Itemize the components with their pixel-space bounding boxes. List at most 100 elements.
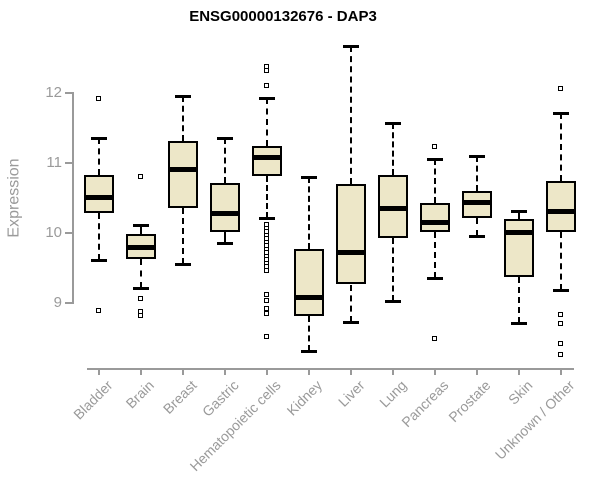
whisker-cap-lower	[427, 276, 443, 280]
outlier-point	[558, 321, 563, 327]
median-line	[84, 194, 114, 200]
box	[84, 175, 114, 214]
x-tick-label: Breast	[159, 377, 200, 417]
whisker-cap-upper	[301, 176, 317, 180]
outlier-point	[96, 96, 101, 101]
whisker-upper	[266, 97, 268, 146]
outlier-point	[264, 83, 269, 89]
whisker-cap-lower	[553, 289, 569, 293]
whisker-upper	[308, 177, 310, 249]
box	[252, 145, 282, 176]
y-axis-tick	[65, 302, 72, 304]
box	[504, 218, 534, 277]
whisker-cap-lower	[133, 287, 149, 290]
whisker-cap-lower	[301, 350, 317, 353]
outlier-point	[264, 297, 269, 303]
x-axis-line	[87, 368, 574, 370]
x-tick-label: Bladder	[69, 377, 116, 423]
whisker-lower	[308, 316, 310, 351]
y-axis-tick	[65, 232, 72, 234]
whisker-cap-upper	[553, 112, 569, 115]
y-axis-tick	[65, 92, 72, 94]
x-axis-tick	[350, 368, 352, 375]
whisker-cap-upper	[259, 96, 275, 100]
y-tick-label: 11	[46, 154, 62, 171]
y-axis-line	[72, 92, 74, 304]
median-line	[378, 206, 408, 212]
outlier-point	[432, 336, 437, 342]
outlier-point	[138, 313, 143, 318]
x-tick-label: Brain	[122, 377, 158, 412]
outlier-point	[432, 143, 437, 149]
median-line	[294, 295, 324, 301]
x-tick-label: Unknown / Other	[491, 377, 578, 463]
x-axis-tick	[560, 368, 562, 375]
y-tick-label: 12	[45, 84, 62, 101]
outlier-point	[138, 295, 143, 301]
whisker-cap-lower	[385, 299, 401, 303]
box	[210, 183, 240, 232]
whisker-lower	[224, 232, 226, 243]
whisker-lower	[350, 284, 352, 322]
box	[420, 203, 450, 232]
whisker-cap-lower	[511, 322, 527, 325]
chart-title: ENSG00000132676 - DAP3	[189, 8, 377, 25]
whisker-cap-upper	[175, 95, 191, 99]
x-axis-tick	[182, 368, 184, 375]
whisker-cap-upper	[511, 210, 527, 213]
outlier-point	[96, 308, 101, 314]
x-tick-label: Prostate	[445, 377, 494, 426]
x-tick-label: Lung	[375, 377, 410, 411]
whisker-cap-upper	[91, 136, 107, 140]
y-tick-label: 9	[53, 294, 62, 311]
whisker-cap-lower	[259, 217, 275, 220]
whisker-cap-upper	[427, 157, 443, 161]
whisker-lower	[98, 213, 100, 260]
whisker-upper	[350, 45, 352, 185]
whisker-lower	[182, 207, 184, 265]
whisker-cap-lower	[343, 320, 359, 324]
median-line	[336, 249, 366, 255]
outlier-point	[264, 306, 269, 311]
x-axis-tick	[140, 368, 142, 375]
whisker-cap-upper	[469, 155, 485, 159]
box	[168, 141, 198, 208]
y-tick-label: 10	[45, 224, 62, 241]
whisker-lower	[434, 232, 436, 278]
outlier-point	[558, 351, 563, 357]
whisker-upper	[434, 158, 436, 204]
whisker-upper	[560, 113, 562, 181]
whisker-upper	[140, 225, 142, 235]
median-line	[462, 200, 492, 206]
x-axis-tick	[224, 368, 226, 375]
outlier-point	[264, 292, 269, 297]
whisker-cap-lower	[469, 234, 485, 238]
x-axis-tick	[476, 368, 478, 375]
outlier-point	[264, 267, 269, 273]
whisker-lower	[140, 258, 142, 288]
outlier-point	[264, 68, 269, 73]
whisker-upper	[182, 96, 184, 141]
whisker-upper	[224, 138, 226, 183]
median-line	[126, 244, 156, 250]
y-axis-tick	[65, 162, 72, 164]
median-line	[168, 166, 198, 172]
whisker-cap-upper	[133, 224, 149, 227]
x-axis-tick	[308, 368, 310, 375]
box	[336, 184, 366, 285]
x-tick-label: Liver	[334, 377, 368, 410]
whisker-lower	[266, 176, 268, 218]
outlier-point	[558, 341, 563, 346]
box	[294, 248, 324, 316]
whisker-lower	[560, 232, 562, 291]
whisker-lower	[392, 237, 394, 301]
whisker-cap-lower	[91, 259, 107, 262]
whisker-cap-lower	[217, 241, 233, 245]
median-line	[420, 220, 450, 226]
whisker-lower	[518, 276, 520, 323]
x-axis-tick	[266, 368, 268, 375]
whisker-cap-upper	[217, 137, 233, 141]
whisker-upper	[98, 137, 100, 176]
x-axis-tick	[518, 368, 520, 375]
